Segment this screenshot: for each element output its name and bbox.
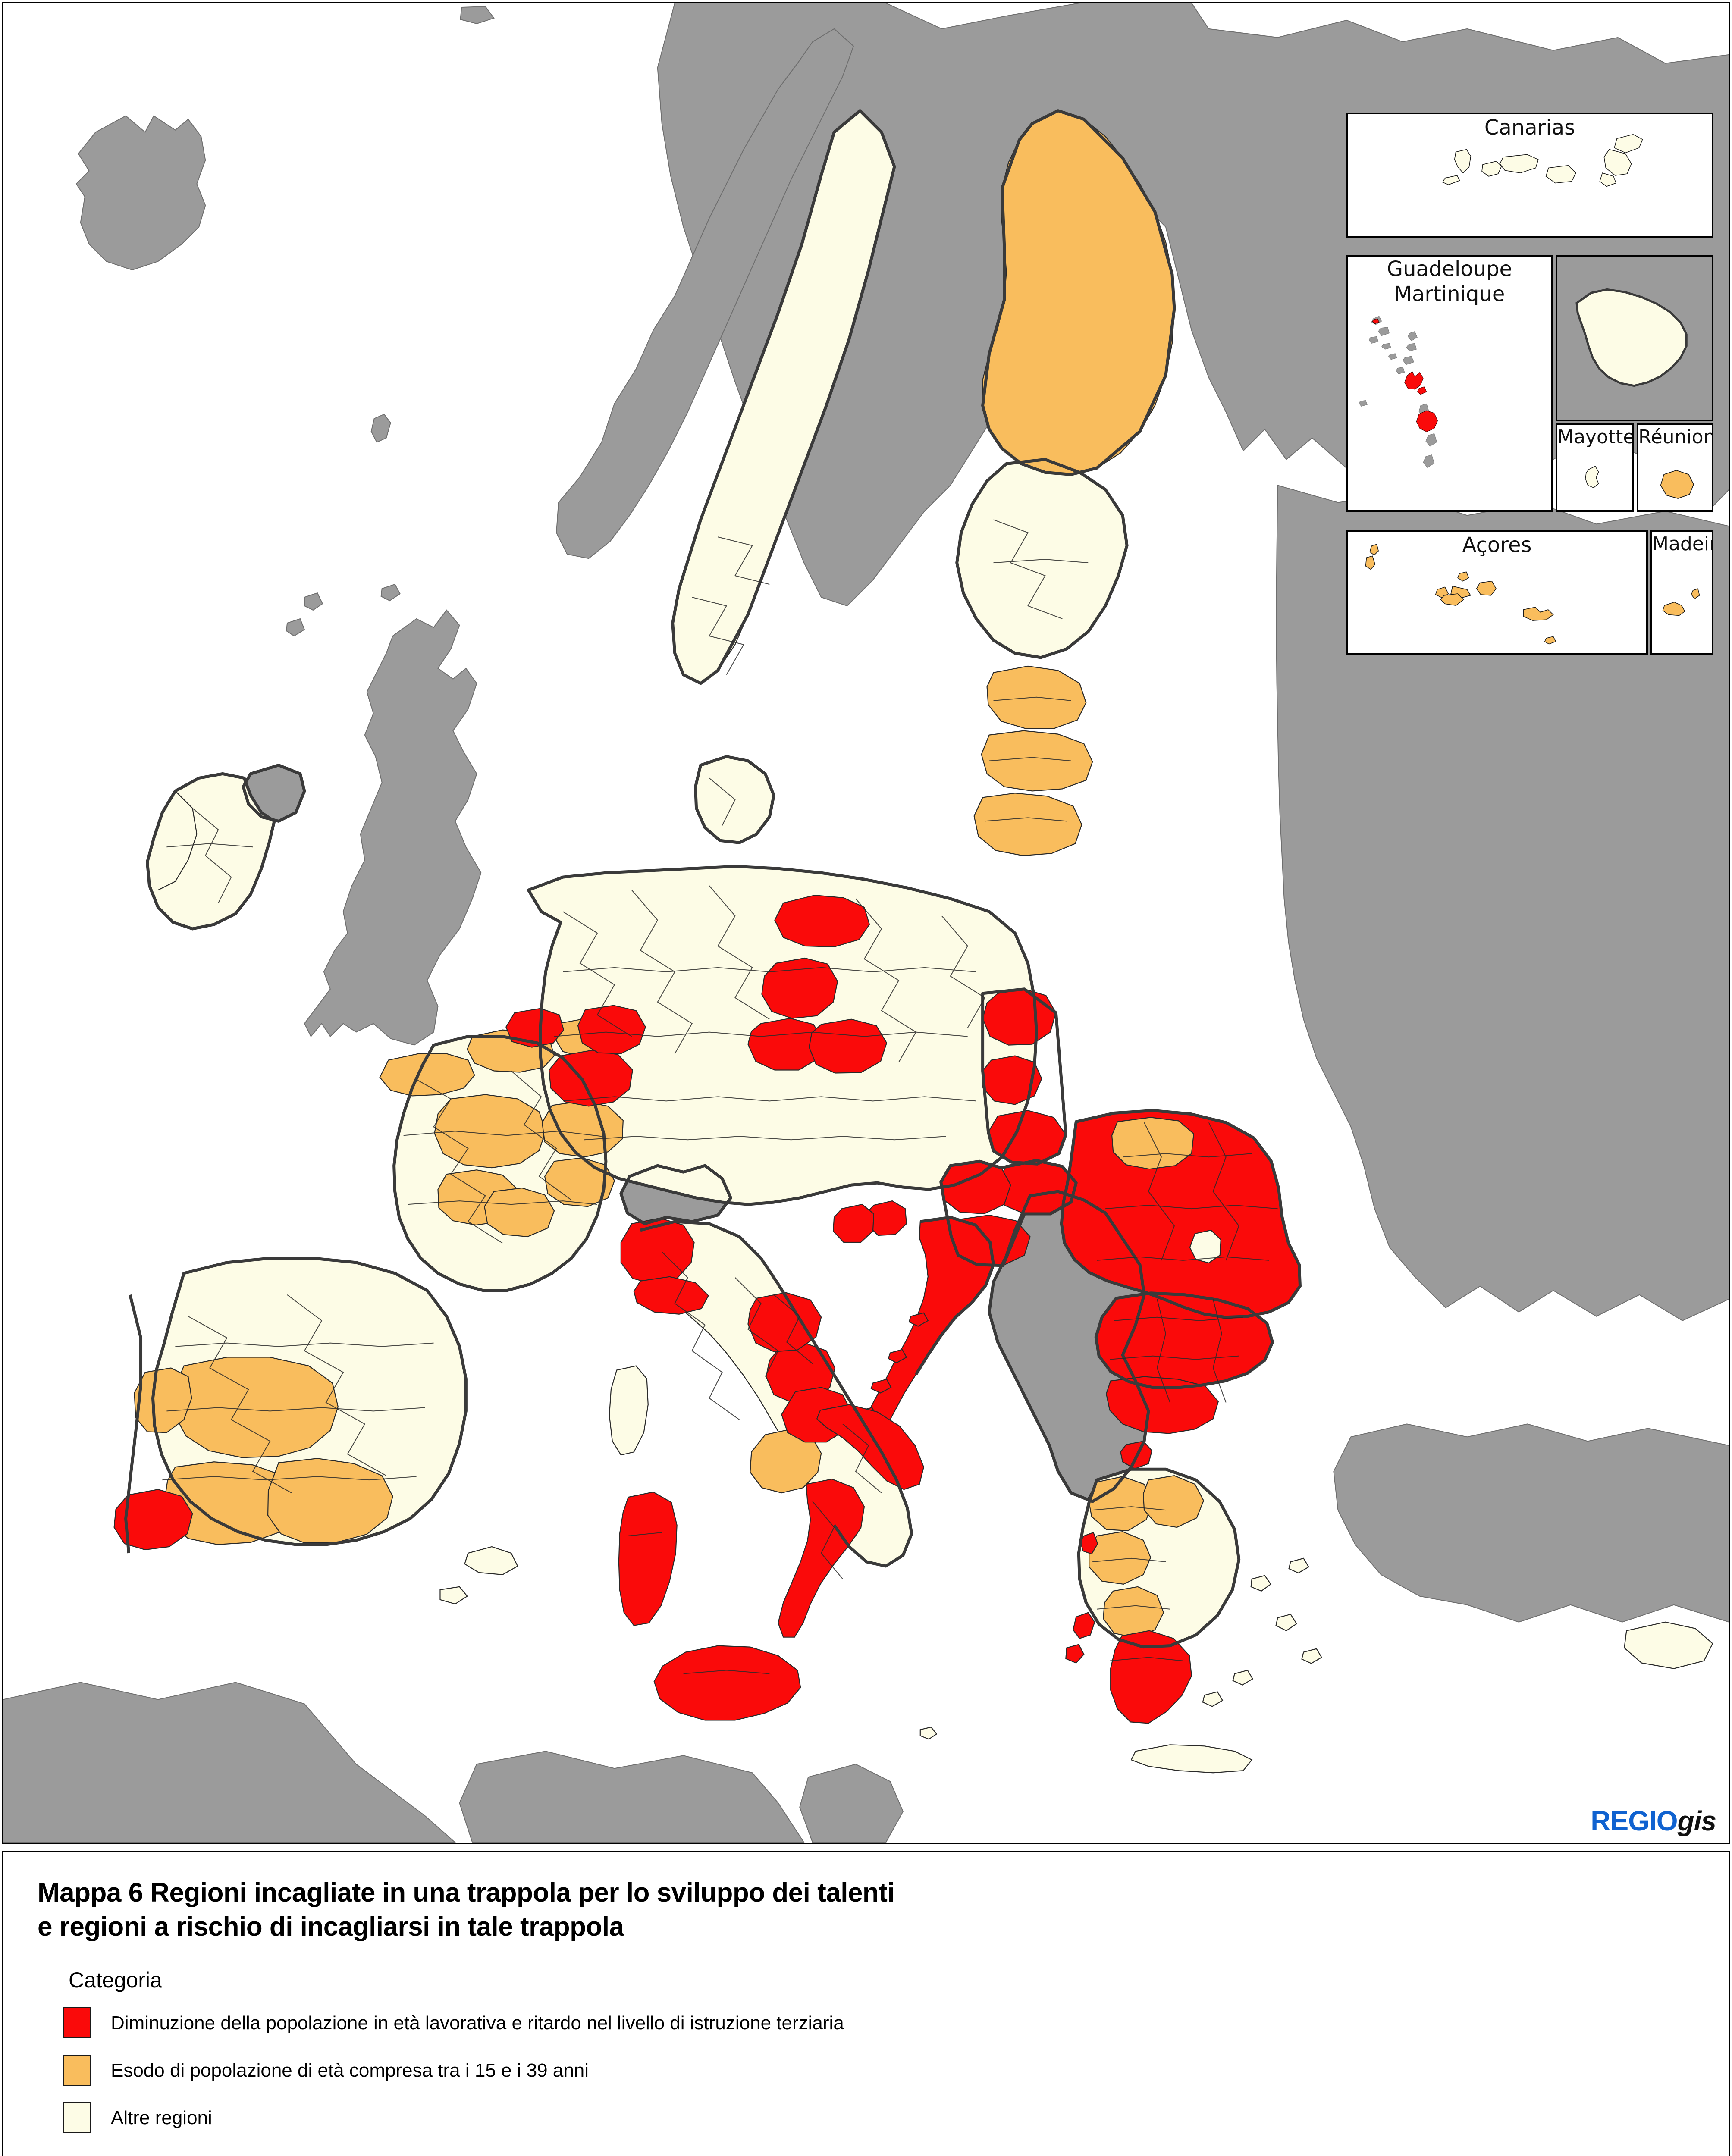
inset-reunion[interactable]: Réunion — [1637, 423, 1713, 512]
map-title-line-1: Mappa 6 Regioni incagliate in una trappo… — [38, 1878, 895, 1908]
inset-madeira[interactable]: Madeira — [1650, 530, 1713, 655]
nuts-subdivision-lines — [162, 519, 1278, 1674]
country-borders-overlay — [124, 109, 1302, 1649]
map-title: Mappa 6 Regioni incagliate in una trappo… — [38, 1876, 1418, 1944]
legend-label-trapped: Diminuzione della popolazione in età lav… — [111, 2012, 844, 2034]
madeira-islands — [1662, 588, 1700, 616]
legend-swatch-orange — [63, 2055, 91, 2086]
inset-acores[interactable]: Açores — [1346, 530, 1648, 655]
legend-swatch-cream — [63, 2102, 91, 2133]
regiogis-regio: REGIO — [1591, 1805, 1678, 1836]
regiogis-logo: REGIOgis — [1591, 1807, 1716, 1835]
eu-other-regions-group — [147, 110, 1713, 1774]
antilles-islands — [1358, 316, 1438, 468]
map-title-line-2: e regioni a rischio di incagliarsi in ta… — [38, 1912, 624, 1942]
map-panel[interactable]: .non-eu { fill:#9B9B9B; stroke:#6f6f6f; … — [2, 2, 1730, 1844]
legend-panel: Mappa 6 Regioni incagliate in una trappo… — [2, 1851, 1730, 2156]
canarias-islands — [1442, 134, 1643, 187]
legend-item-trapped[interactable]: Diminuzione della popolazione in età lav… — [63, 2007, 1357, 2055]
inset-guyane[interactable]: Guyane — [1556, 255, 1713, 421]
inset-canarias[interactable]: Canarias — [1346, 113, 1713, 238]
reunion-island — [1660, 470, 1694, 499]
mayotte-island — [1585, 466, 1599, 488]
inset-mayotte[interactable]: Mayotte — [1556, 423, 1634, 512]
legend-item-list: Diminuzione della popolazione in età lav… — [63, 2007, 1357, 2150]
at-risk-orange-regions-group — [134, 110, 1205, 1638]
guyane-territory — [1557, 257, 1712, 420]
legend-label-at-risk: Esodo di popolazione di età compresa tra… — [111, 2060, 589, 2081]
legend-label-other: Altre regioni — [111, 2107, 212, 2128]
inset-guadeloupe-martinique[interactable]: Guadeloupe Martinique — [1346, 255, 1553, 512]
regiogis-gis: gis — [1677, 1805, 1716, 1836]
legend-item-other[interactable]: Altre regioni — [63, 2102, 1357, 2150]
legend-swatch-red — [63, 2007, 91, 2038]
legend-item-at-risk[interactable]: Esodo di popolazione di età compresa tra… — [63, 2055, 1357, 2102]
legend-heading: Categoria — [69, 1968, 162, 1992]
acores-islands — [1365, 544, 1556, 645]
